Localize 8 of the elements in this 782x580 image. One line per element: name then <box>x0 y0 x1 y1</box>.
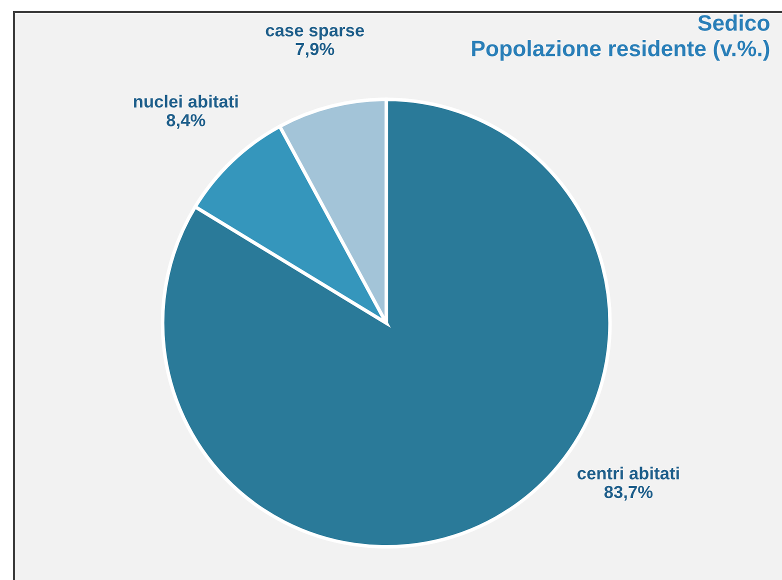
data-label: 8,4% <box>166 114 206 129</box>
data-label: 7,9% <box>296 42 334 58</box>
data-label: 83,7% <box>604 486 653 501</box>
text: Sedico <box>698 14 770 31</box>
text: Popolazione residente (v.%.) <box>472 40 770 61</box>
slice-label: centri abitati <box>578 466 679 480</box>
slice-label: nuclei abitati <box>134 94 238 108</box>
slice-label: case sparse <box>266 26 364 40</box>
